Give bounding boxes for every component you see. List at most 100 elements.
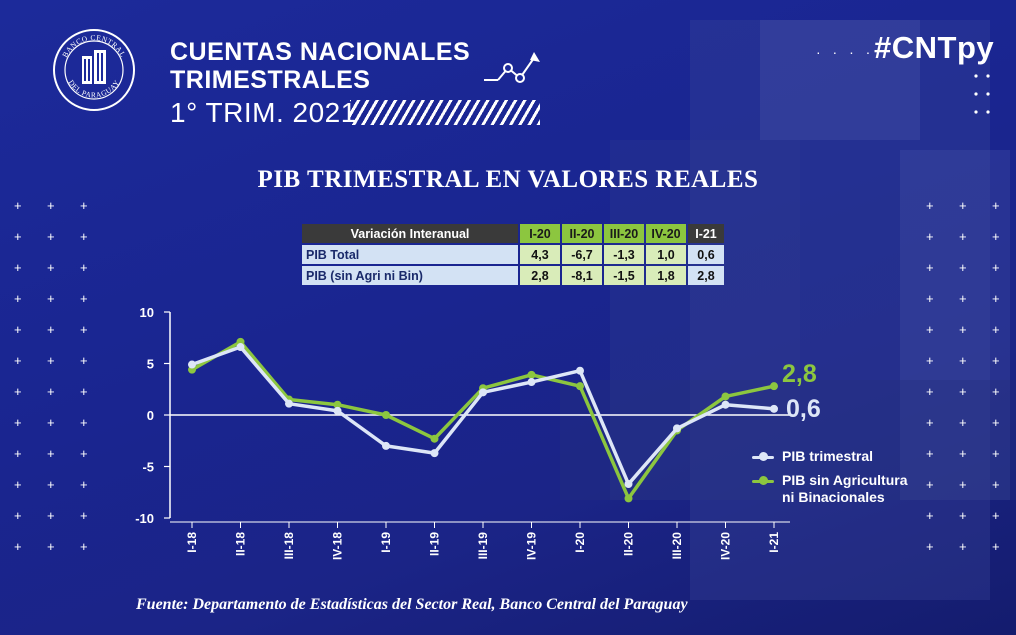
table-header-quarter: II-20: [562, 224, 602, 243]
x-tick-label: III-20: [670, 532, 684, 560]
plus-mark: +: [80, 198, 88, 213]
data-point: [333, 406, 342, 415]
plus-mark: +: [959, 291, 967, 306]
legend-swatch-dot: [759, 452, 768, 461]
plus-mark: +: [926, 384, 934, 399]
plus-mark: +: [926, 291, 934, 306]
legend-label: PIB trimestral: [782, 448, 874, 464]
plus-mark: +: [926, 322, 934, 337]
plus-mark: +: [47, 353, 55, 368]
plus-mark: +: [992, 446, 1000, 461]
table-row-label: PIB (sin Agri ni Bin): [302, 266, 518, 285]
data-point: [721, 392, 730, 401]
plus-mark: +: [14, 322, 22, 337]
plus-mark: +: [14, 384, 22, 399]
data-point: [382, 441, 390, 450]
plus-mark: +: [14, 198, 22, 213]
table-header-row: Variación Interanual I-20 II-20 III-20 I…: [302, 224, 724, 243]
legend-label: PIB sin Agricultura: [782, 472, 908, 488]
plus-mark: +: [992, 198, 1000, 213]
table-cell: -8,1: [562, 266, 602, 285]
plus-mark: +: [80, 384, 88, 399]
plus-mark: +: [992, 322, 1000, 337]
data-point: [188, 360, 196, 369]
data-point: [382, 411, 390, 419]
plus-mark: +: [959, 353, 967, 368]
plus-mark: +: [959, 384, 967, 399]
data-point: [576, 382, 584, 391]
plus-mark: +: [80, 539, 88, 554]
plus-mark: +: [992, 260, 1000, 275]
plus-mark: +: [14, 260, 22, 275]
data-point: [236, 343, 245, 352]
plus-mark: +: [14, 446, 22, 461]
end-label-series2: 2,8: [782, 360, 817, 388]
table-header-quarter: III-20: [604, 224, 644, 243]
data-point: [721, 400, 730, 409]
table-header-quarter: I-21: [688, 224, 724, 243]
y-tick-label: -10: [135, 511, 154, 526]
x-tick-label: I-19: [379, 532, 393, 553]
banco-central-logo: BANCO CENTRAL DEL PARAGUAY: [53, 29, 135, 111]
data-point: [527, 370, 536, 379]
y-tick-label: 5: [147, 357, 154, 372]
plus-mark: +: [80, 291, 88, 306]
plus-mark: +: [47, 291, 55, 306]
y-tick-label: 0: [147, 408, 154, 423]
plus-mark: +: [47, 229, 55, 244]
plus-mark: +: [80, 353, 88, 368]
plus-mark: +: [47, 198, 55, 213]
table-cell: 2,8: [688, 266, 724, 285]
table-row-label: PIB Total: [302, 245, 518, 264]
table-cell: 0,6: [688, 245, 724, 264]
plus-mark: +: [926, 539, 934, 554]
hatch-decoration: [350, 100, 540, 125]
plus-mark: +: [80, 477, 88, 492]
plus-mark: +: [926, 508, 934, 523]
data-point: [624, 480, 633, 489]
legend-item-pib-sin-agricultura: PIB sin Agricultura ni Binacionales: [752, 472, 908, 506]
plus-mark: +: [47, 384, 55, 399]
data-point: [285, 399, 293, 408]
plus-mark: +: [80, 322, 88, 337]
x-tick-label: III-19: [476, 532, 490, 560]
header-title-line2: TRIMESTRALES: [170, 66, 371, 94]
plus-mark: +: [959, 508, 967, 523]
end-label-series1: 0,6: [786, 395, 821, 423]
x-tick-label: IV-18: [331, 532, 345, 560]
plus-mark: +: [926, 260, 934, 275]
data-point: [430, 449, 439, 458]
source-note: Fuente: Departamento de Estadísticas del…: [136, 596, 688, 613]
variation-table: Variación Interanual I-20 II-20 III-20 I…: [300, 222, 726, 287]
plus-mark: +: [47, 322, 55, 337]
plus-pattern-right: + + + + + + + + + + + + + + + + + + + + + + + + + + + + + + + + + + + +: [926, 198, 1006, 558]
trend-arrow-icon: [484, 52, 540, 83]
plus-mark: +: [992, 229, 1000, 244]
data-point: [576, 366, 584, 375]
dots-decoration-vertical: [974, 74, 990, 114]
table-row: PIB (sin Agri ni Bin) 2,8 -8,1 -1,5 1,8 …: [302, 266, 724, 285]
plus-mark: +: [926, 353, 934, 368]
header-title-line1: CUENTAS NACIONALES: [170, 38, 471, 66]
x-tick-label: II-20: [622, 532, 636, 556]
plus-mark: +: [47, 477, 55, 492]
plus-mark: +: [992, 384, 1000, 399]
table-cell: -6,7: [562, 245, 602, 264]
plus-mark: +: [14, 229, 22, 244]
plus-mark: +: [992, 415, 1000, 430]
table-cell: 1,8: [646, 266, 686, 285]
plus-mark: +: [926, 477, 934, 492]
chart-title: PIB TRIMESTRAL EN VALORES REALES: [257, 166, 759, 193]
legend-item-pib-trimestral: PIB trimestral: [752, 448, 908, 465]
data-point: [673, 424, 681, 433]
table-header-quarter: IV-20: [646, 224, 686, 243]
plus-mark: +: [992, 291, 1000, 306]
table-row: PIB Total 4,3 -6,7 -1,3 1,0 0,6: [302, 245, 724, 264]
plus-mark: +: [992, 353, 1000, 368]
plus-mark: +: [80, 229, 88, 244]
y-tick-label: -5: [142, 460, 154, 475]
plus-mark: +: [959, 229, 967, 244]
plus-mark: +: [959, 198, 967, 213]
